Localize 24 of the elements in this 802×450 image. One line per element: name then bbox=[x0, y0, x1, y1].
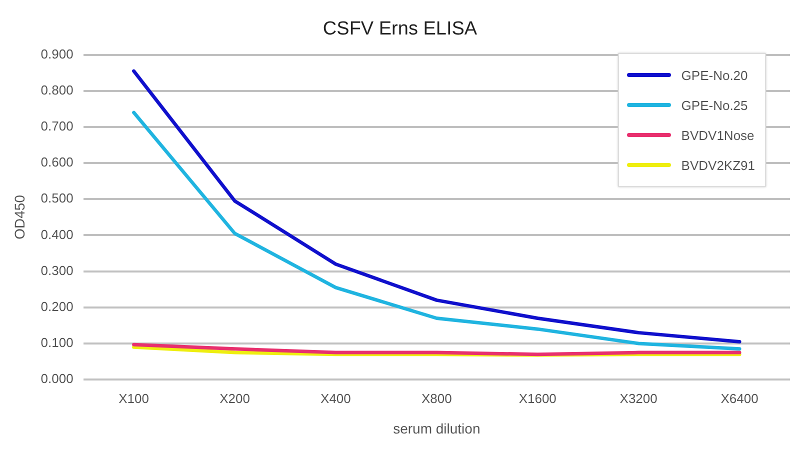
y-axis-title: OD450 bbox=[11, 194, 28, 240]
x-tick-label: X200 bbox=[220, 390, 250, 406]
y-tick-label: 0.200 bbox=[40, 299, 74, 314]
y-tick-label: 0.700 bbox=[40, 118, 74, 134]
x-tick-label: X100 bbox=[118, 390, 149, 406]
y-tick-label: 0.300 bbox=[40, 262, 74, 278]
y-tick-label: 0.500 bbox=[40, 190, 74, 206]
chart-title: CSFV Erns ELISA bbox=[322, 18, 478, 40]
x-tick-label: X400 bbox=[320, 390, 351, 406]
legend-label: BVDV2KZ91 bbox=[681, 158, 755, 172]
y-tick-label: 0.800 bbox=[40, 82, 74, 98]
x-tick-label: X6400 bbox=[720, 390, 758, 406]
legend-label: GPE-No.25 bbox=[681, 98, 748, 112]
y-tick-label: 0.600 bbox=[40, 154, 74, 170]
x-tick-label: X1600 bbox=[518, 390, 556, 406]
y-tick-label: 0.400 bbox=[40, 226, 74, 242]
legend-label: BVDV1Nose bbox=[681, 128, 754, 142]
y-tick-label: 0.100 bbox=[40, 335, 74, 350]
x-axis-title: serum dilution bbox=[393, 420, 480, 436]
legend-label: GPE-No.20 bbox=[681, 68, 748, 82]
x-tick-label: X3200 bbox=[620, 390, 658, 406]
x-tick-label: X800 bbox=[421, 390, 452, 406]
y-tick-label: 0.000 bbox=[40, 371, 74, 386]
y-tick-label: 0.900 bbox=[40, 46, 74, 62]
